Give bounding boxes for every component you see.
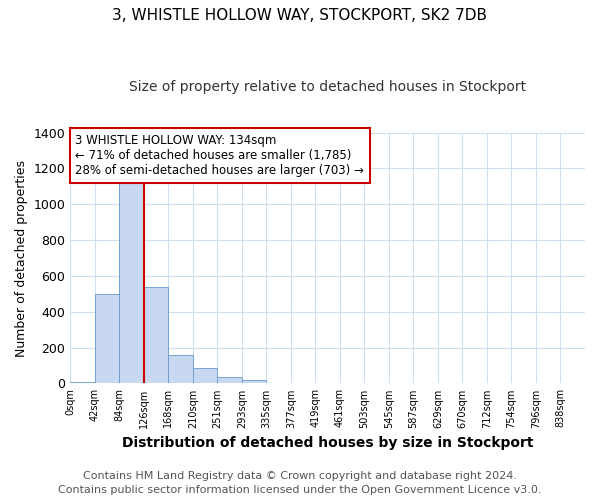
Y-axis label: Number of detached properties: Number of detached properties	[15, 160, 28, 356]
Bar	[193, 368, 217, 384]
Title: Size of property relative to detached houses in Stockport: Size of property relative to detached ho…	[129, 80, 526, 94]
Bar	[119, 178, 144, 384]
Bar	[266, 383, 291, 384]
Bar	[95, 294, 119, 384]
Bar	[169, 355, 193, 384]
Text: Contains HM Land Registry data © Crown copyright and database right 2024.
Contai: Contains HM Land Registry data © Crown c…	[58, 471, 542, 495]
Bar	[242, 380, 266, 384]
Bar	[70, 382, 95, 384]
Bar	[217, 377, 242, 384]
Text: 3, WHISTLE HOLLOW WAY, STOCKPORT, SK2 7DB: 3, WHISTLE HOLLOW WAY, STOCKPORT, SK2 7D…	[113, 8, 487, 22]
Text: 3 WHISTLE HOLLOW WAY: 134sqm
← 71% of detached houses are smaller (1,785)
28% of: 3 WHISTLE HOLLOW WAY: 134sqm ← 71% of de…	[76, 134, 364, 177]
X-axis label: Distribution of detached houses by size in Stockport: Distribution of detached houses by size …	[122, 436, 533, 450]
Bar	[144, 286, 169, 384]
